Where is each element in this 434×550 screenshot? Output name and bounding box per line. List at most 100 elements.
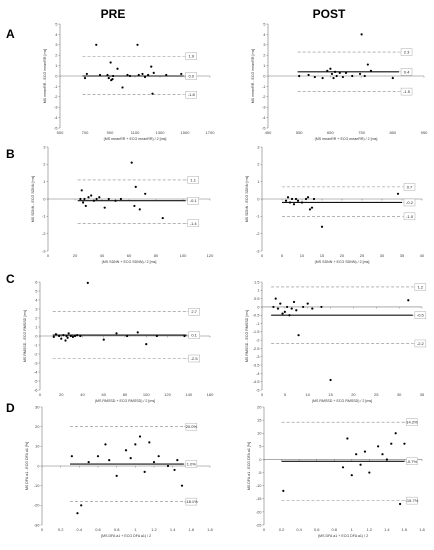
y-tick-label: -3 <box>42 248 46 253</box>
callout-box <box>400 87 413 96</box>
x-axis-label: (MS SDNN + ECG SDNN) / 2 [ms] <box>315 260 370 264</box>
x-tick-label: 140 <box>185 392 192 397</box>
x-tick-label: 0.8 <box>331 527 337 532</box>
data-point <box>326 69 329 72</box>
x-axis-label: (MS meanRR + ECG meanRR) / 2 [ms] <box>315 137 378 141</box>
data-point <box>85 72 88 76</box>
y-tick-label: 1.5 <box>254 279 260 284</box>
data-point <box>115 332 118 335</box>
data-point <box>138 208 141 211</box>
x-tick-label: 15 <box>320 253 325 258</box>
data-point <box>79 334 82 338</box>
data-point <box>73 334 77 338</box>
data-point <box>290 307 293 310</box>
y-tick-label: -3 <box>262 105 266 110</box>
data-point <box>358 72 362 76</box>
y-tick-label: 4 <box>35 297 38 302</box>
y-tick-label: 1 <box>263 63 266 68</box>
callout-box <box>403 198 416 207</box>
data-point <box>108 459 111 462</box>
y-tick-label: -5 <box>256 387 260 392</box>
x-tick-label: 1.8 <box>207 527 213 532</box>
panel-a-pre: -5 -4 -3 -2 -1 0 1 2 3 4 5 500 700 900 1100 1300 1500 170… <box>43 21 215 141</box>
y-tick-label: 20 <box>35 424 40 429</box>
data-point <box>136 43 139 46</box>
x-tick-label: 0.2 <box>58 527 64 532</box>
x-tick-label: 1.2 <box>151 527 157 532</box>
callout-box <box>403 212 416 221</box>
data-point <box>119 197 122 201</box>
data-point <box>70 455 73 458</box>
y-tick-label: -30 <box>34 522 41 527</box>
data-point <box>368 471 371 474</box>
data-point <box>346 437 349 440</box>
y-axis-label: MS meanRR - ECG meanRR [ms] <box>43 49 47 104</box>
y-tick-label: 5 <box>259 444 262 449</box>
data-point <box>143 470 146 473</box>
panel-a-post: -5 -4 -3 -2 -1 0 1 2 3 4 5 450 550 650 750 850 950 (MS me… <box>251 21 428 141</box>
data-point <box>300 201 304 204</box>
data-point <box>341 466 345 469</box>
x-tick-label: 1 <box>351 527 354 532</box>
data-point <box>369 69 373 72</box>
x-tick-label: 25 <box>374 392 379 397</box>
panel-d-post: -25 -20 -15 -10 -5 0 5 10 15 20 0 0.2 0.4 0.6 0.8 1 1.2 1… <box>247 404 426 538</box>
y-tick-label: 0 <box>263 73 266 78</box>
y-tick-label: 0 <box>259 457 262 462</box>
callout-box <box>406 496 418 505</box>
data-point <box>64 339 67 342</box>
x-tick-label: 25 <box>360 253 365 258</box>
x-tick-label: 30 <box>380 253 385 258</box>
data-point <box>281 312 284 315</box>
data-point <box>351 74 354 78</box>
y-tick-label: 3 <box>35 306 38 311</box>
column-title-pre: PRE <box>101 7 126 21</box>
data-point <box>321 76 324 80</box>
data-point <box>111 78 114 81</box>
mean-value-label: 0.1 <box>191 333 197 338</box>
data-point <box>92 199 95 202</box>
data-point <box>130 161 133 164</box>
y-tick-label: 4 <box>263 32 266 37</box>
y-tick-label: 0 <box>43 196 46 201</box>
lower-value-label: -2.5 <box>191 356 199 361</box>
y-tick-label: 10 <box>35 444 40 449</box>
y-tick-label: -5 <box>54 125 58 130</box>
x-tick-label: 900 <box>107 130 114 135</box>
callout-box <box>414 339 427 348</box>
data-point <box>298 74 301 78</box>
mean-value-label: 0.0 <box>188 74 194 79</box>
x-tick-label: 1.2 <box>367 527 373 532</box>
x-tick-label: 0 <box>263 527 266 532</box>
y-tick-label: -2 <box>262 94 266 99</box>
x-tick-label: 0 <box>39 392 42 397</box>
data-point <box>143 75 147 79</box>
y-tick-label: 5 <box>35 288 38 293</box>
data-point <box>151 92 154 95</box>
y-tick-label: -1 <box>54 84 58 89</box>
data-point <box>302 305 305 309</box>
data-point <box>69 334 72 338</box>
x-tick-label: 100 <box>180 253 187 258</box>
mean-value-label: 1.0% <box>187 462 197 467</box>
x-tick-label: 10 <box>300 253 305 258</box>
callout-box <box>185 52 197 60</box>
y-tick-label: -20 <box>256 509 263 514</box>
data-point <box>114 199 117 202</box>
y-tick-label: 0 <box>37 463 40 468</box>
y-tick-label: -2 <box>256 231 260 236</box>
data-point <box>76 334 79 337</box>
data-point <box>67 332 70 335</box>
x-tick-label: 20 <box>351 392 356 397</box>
data-point <box>330 72 334 76</box>
callout-box <box>406 457 418 465</box>
y-axis-label: MS RMSSD - ECG RMSSD [ms] <box>245 310 249 362</box>
data-point <box>79 197 82 201</box>
data-point <box>307 73 310 77</box>
y-tick-label: -1 <box>34 342 38 347</box>
data-point <box>109 61 112 64</box>
data-point <box>332 76 335 80</box>
data-point <box>366 63 369 66</box>
x-tick-label: 20 <box>73 253 78 258</box>
